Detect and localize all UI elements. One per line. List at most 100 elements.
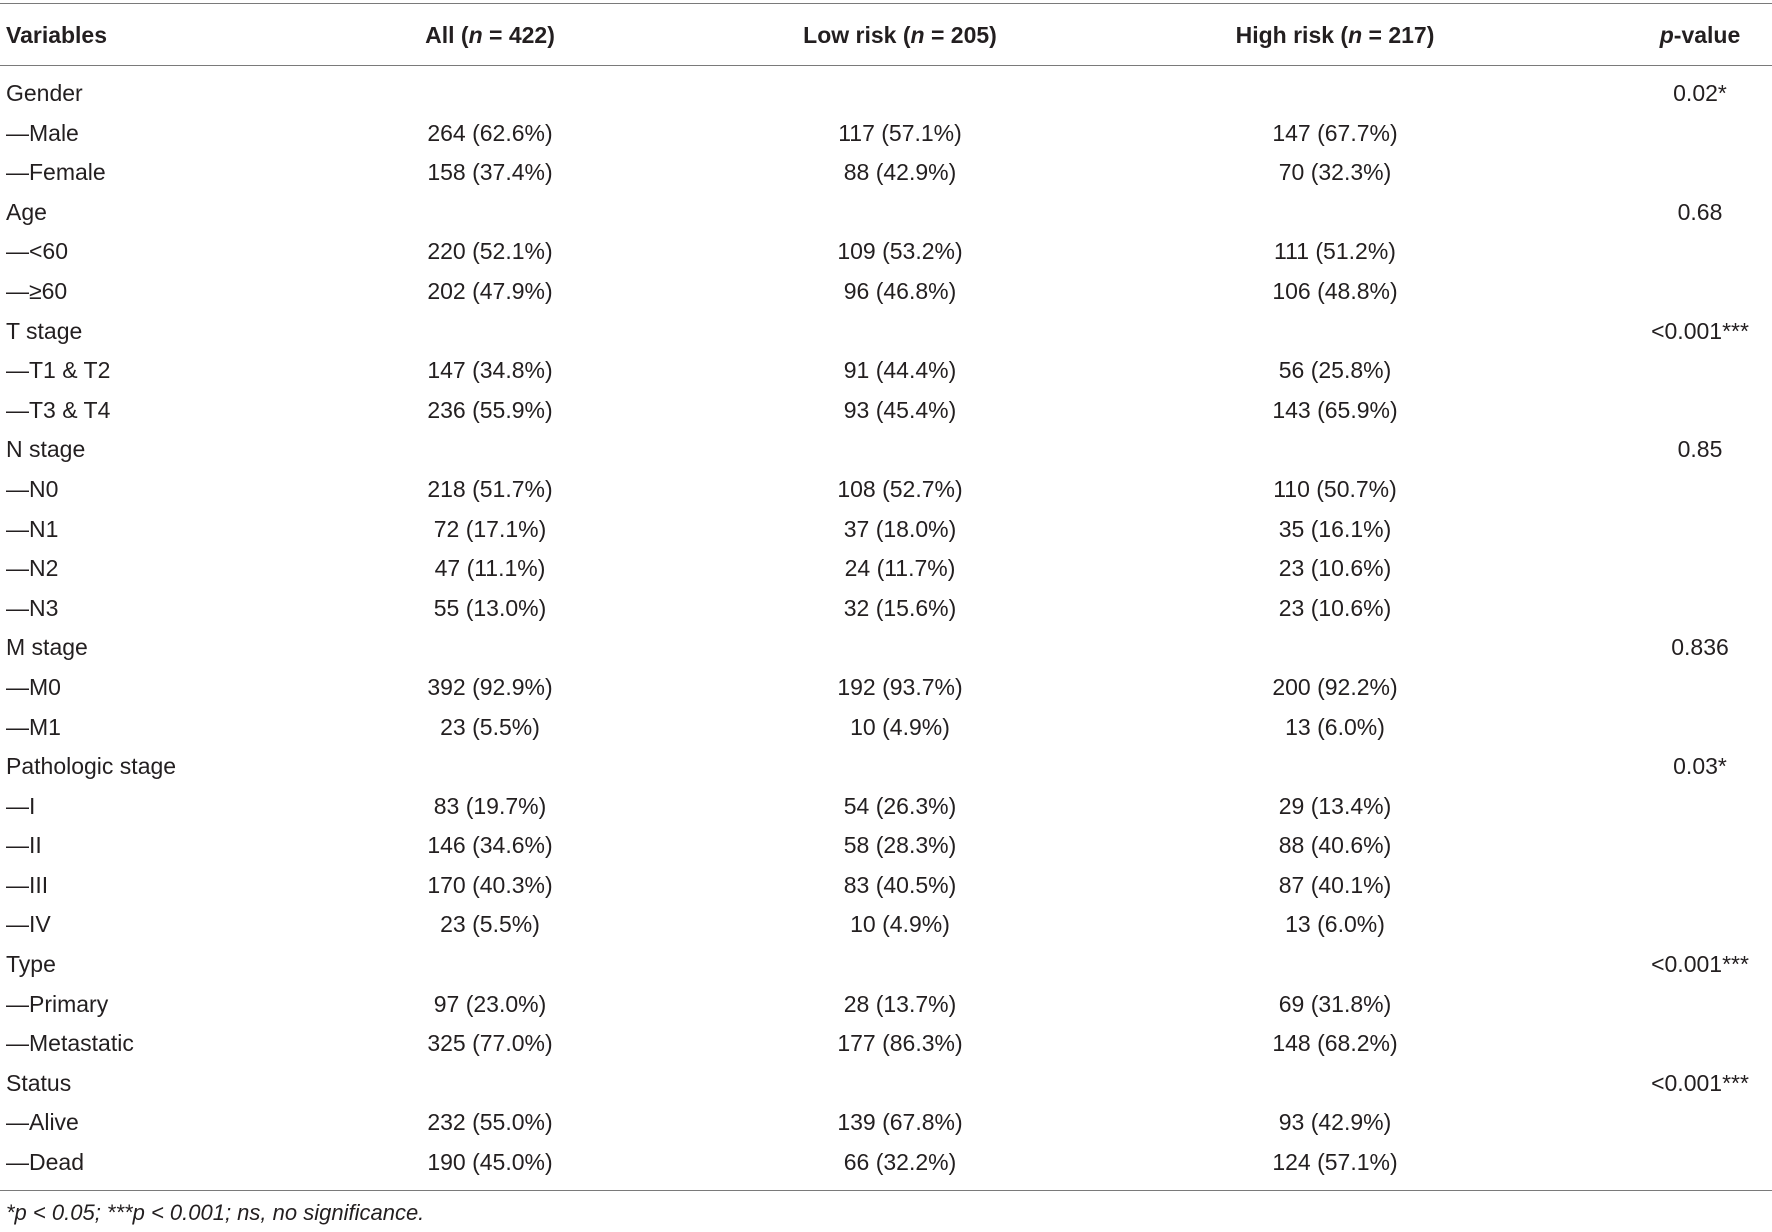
cell-low-risk: 117 (57.1%) — [838, 119, 962, 146]
cell-high-risk: 56 (25.8%) — [1278, 357, 1392, 384]
cell-low-risk: 32 (15.6%) — [843, 594, 957, 621]
cell-variable: —III — [6, 871, 49, 898]
cell-variable: —N1 — [6, 515, 59, 542]
cell-high-risk: 23 (10.6%) — [1278, 594, 1392, 621]
cell-variable: —N2 — [6, 555, 59, 582]
cell-all: 146 (34.6%) — [427, 832, 553, 859]
cell-low-risk: 54 (26.3%) — [843, 792, 957, 819]
cell-variable: —Male — [6, 119, 79, 146]
cell-high-risk: 110 (50.7%) — [1273, 475, 1397, 502]
table-row: —<60 220 (52.1%) 109 (53.2%) 111 (51.2%) — [0, 232, 1772, 272]
cell-variable: —Primary — [6, 990, 109, 1017]
table-row: Pathologic stage 0.03* — [0, 747, 1772, 787]
cell-low-risk: 10 (4.9%) — [850, 911, 950, 938]
cell-low-risk: 88 (42.9%) — [843, 159, 957, 186]
cell-variable: Status — [6, 1069, 72, 1096]
cell-all: 170 (40.3%) — [427, 871, 553, 898]
cell-all: 190 (45.0%) — [427, 1149, 553, 1176]
cell-all: 218 (51.7%) — [427, 475, 553, 502]
table-top-rule — [0, 3, 1772, 4]
cell-high-risk: 88 (40.6%) — [1278, 832, 1392, 859]
header-all: All (n = 422) — [425, 22, 555, 48]
cell-high-risk: 147 (67.7%) — [1272, 119, 1398, 146]
cell-low-risk: 91 (44.4%) — [843, 357, 957, 384]
cell-p-value: <0.001*** — [1651, 951, 1749, 978]
cell-high-risk: 13 (6.0%) — [1285, 713, 1385, 740]
table-row: —N1 72 (17.1%) 37 (18.0%) 35 (16.1%) — [0, 510, 1772, 550]
table-row: N stage 0.85 — [0, 430, 1772, 470]
cell-variable: Pathologic stage — [6, 753, 177, 780]
cell-all: 232 (55.0%) — [427, 1109, 553, 1136]
cell-all: 97 (23.0%) — [433, 990, 547, 1017]
cell-variable: Type — [6, 951, 56, 978]
cell-p-value: <0.001*** — [1651, 1069, 1749, 1096]
table-row: —IV 23 (5.5%) 10 (4.9%) 13 (6.0%) — [0, 905, 1772, 945]
table-row: —N3 55 (13.0%) 32 (15.6%) 23 (10.6%) — [0, 589, 1772, 629]
cell-all: 47 (11.1%) — [434, 555, 546, 582]
table-row: —T1 & T2 147 (34.8%) 91 (44.4%) 56 (25.8%) — [0, 351, 1772, 391]
cell-variable: —≥60 — [6, 277, 68, 304]
cell-low-risk: 58 (28.3%) — [843, 832, 957, 859]
table-footnote: *p < 0.05; ***p < 0.001; ns, no signific… — [6, 1200, 425, 1225]
cell-all: 147 (34.8%) — [427, 357, 553, 384]
cell-variable: M stage — [6, 634, 88, 661]
cell-low-risk: 139 (67.8%) — [837, 1109, 963, 1136]
cell-low-risk: 83 (40.5%) — [843, 871, 957, 898]
cell-high-risk: 111 (51.2%) — [1274, 238, 1396, 265]
cell-variable: —I — [6, 792, 36, 819]
cell-p-value: 0.03* — [1673, 753, 1727, 780]
cell-all: 23 (5.5%) — [440, 911, 540, 938]
cell-high-risk: 13 (6.0%) — [1285, 911, 1385, 938]
table-row: —N2 47 (11.1%) 24 (11.7%) 23 (10.6%) — [0, 549, 1772, 589]
cell-high-risk: 200 (92.2%) — [1272, 673, 1398, 700]
table-row: Gender 0.02* — [0, 74, 1772, 114]
cell-variable: —IV — [6, 911, 51, 938]
table-row: —Alive 232 (55.0%) 139 (67.8%) 93 (42.9%) — [0, 1103, 1772, 1143]
cell-variable: —T1 & T2 — [6, 357, 111, 384]
cell-high-risk: 106 (48.8%) — [1272, 277, 1398, 304]
cell-all: 202 (47.9%) — [427, 277, 553, 304]
cell-high-risk: 124 (57.1%) — [1272, 1149, 1398, 1176]
table-row: M stage 0.836 — [0, 628, 1772, 668]
table-row: —Metastatic 325 (77.0%) 177 (86.3%) 148 (68… — [0, 1024, 1772, 1064]
cell-all: 83 (19.7%) — [433, 792, 547, 819]
cell-all: 236 (55.9%) — [427, 396, 553, 423]
cell-variable: —<60 — [6, 238, 69, 265]
cell-variable: N stage — [6, 436, 86, 463]
header-variables: Variables — [6, 22, 108, 48]
cell-variable: —N0 — [6, 475, 59, 502]
table-row: —N0 218 (51.7%) 108 (52.7%) 110 (50.7%) — [0, 470, 1772, 510]
cell-variable: —N3 — [6, 594, 59, 621]
table-row: —Primary 97 (23.0%) 28 (13.7%) 69 (31.8%) — [0, 985, 1772, 1025]
table-row: —II 146 (34.6%) 58 (28.3%) 88 (40.6%) — [0, 826, 1772, 866]
cell-low-risk: 96 (46.8%) — [843, 277, 957, 304]
cell-low-risk: 10 (4.9%) — [850, 713, 950, 740]
cell-high-risk: 35 (16.1%) — [1278, 515, 1392, 542]
header-high-risk: High risk (n = 217) — [1235, 22, 1435, 48]
header-p-value: p-value — [1659, 22, 1741, 48]
cell-low-risk: 66 (32.2%) — [843, 1149, 957, 1176]
table-row: —M0 392 (92.9%) 192 (93.7%) 200 (92.2%) — [0, 668, 1772, 708]
cell-all: 325 (77.0%) — [427, 1030, 553, 1057]
cell-high-risk: 70 (32.3%) — [1278, 159, 1392, 186]
table-row: —M1 23 (5.5%) 10 (4.9%) 13 (6.0%) — [0, 708, 1772, 748]
cell-variable: —M0 — [6, 673, 61, 700]
cell-low-risk: 93 (45.4%) — [843, 396, 957, 423]
cell-high-risk: 143 (65.9%) — [1272, 396, 1398, 423]
cell-low-risk: 192 (93.7%) — [837, 673, 963, 700]
table-row: Status <0.001*** — [0, 1064, 1772, 1104]
cell-variable: —Dead — [6, 1149, 84, 1176]
cell-all: 392 (92.9%) — [427, 673, 553, 700]
table-header-rule — [0, 65, 1772, 66]
cell-p-value: 0.836 — [1671, 634, 1729, 661]
cell-all: 55 (13.0%) — [433, 594, 547, 621]
table-body: Gender 0.02* —Male 264 (62.6%) 117 (57.1%) 14… — [0, 74, 1772, 1183]
cell-variable: —Alive — [6, 1109, 79, 1136]
cell-high-risk: 23 (10.6%) — [1278, 555, 1392, 582]
cell-variable: Age — [6, 198, 47, 225]
table-row: —Female 158 (37.4%) 88 (42.9%) 70 (32.3%) — [0, 153, 1772, 193]
cell-variable: —M1 — [6, 713, 61, 740]
cell-high-risk: 93 (42.9%) — [1278, 1109, 1392, 1136]
cell-variable: —II — [6, 832, 42, 859]
table-row: —III 170 (40.3%) 83 (40.5%) 87 (40.1%) — [0, 866, 1772, 906]
